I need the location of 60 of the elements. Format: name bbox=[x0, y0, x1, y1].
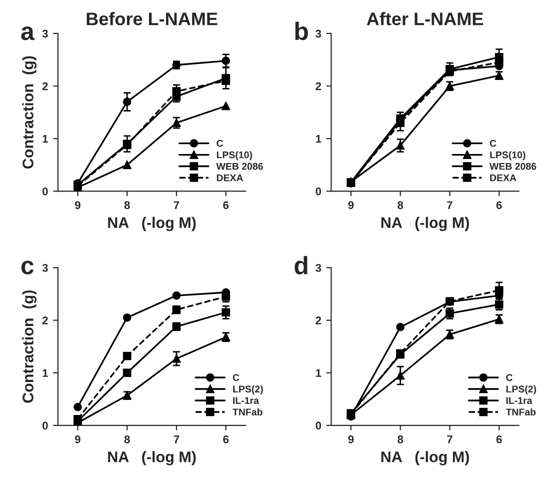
legend-label: C bbox=[232, 374, 240, 381]
x-tick-label: 8 bbox=[124, 201, 130, 210]
y-tick-label: 1 bbox=[316, 369, 322, 377]
x-tick-label: 9 bbox=[348, 201, 354, 210]
y-tick-label: 2 bbox=[42, 82, 48, 90]
x-axis-title: NA (-log M) bbox=[108, 216, 196, 232]
y-tick-label: 3 bbox=[316, 264, 322, 272]
x-tick-label: 7 bbox=[174, 436, 180, 444]
legend-label: DEXA bbox=[490, 174, 516, 182]
y-tick-label: 3 bbox=[42, 30, 48, 38]
y-axis-title: Contraction (g) bbox=[22, 290, 37, 403]
legend-label: LPS(10) bbox=[490, 151, 526, 160]
x-tick-label: 7 bbox=[447, 201, 452, 209]
y-tick-label: 0 bbox=[316, 422, 322, 430]
legend-label: DEXA bbox=[216, 174, 244, 182]
x-axis-title: NA (-log M) bbox=[381, 216, 469, 232]
y-tick-label: 3 bbox=[316, 30, 322, 38]
legend-label: C bbox=[506, 374, 513, 381]
legend-label: LPS(2) bbox=[233, 385, 263, 394]
x-tick-label: 8 bbox=[124, 435, 130, 444]
legend-label: TNFab bbox=[232, 408, 262, 416]
y-tick-label: 3 bbox=[42, 264, 48, 272]
y-tick-label: 2 bbox=[316, 82, 322, 90]
x-tick-label: 9 bbox=[75, 201, 80, 210]
legend-label: LPS(2) bbox=[506, 385, 536, 394]
y-tick-label: 0 bbox=[42, 187, 48, 196]
text: c bbox=[21, 260, 34, 274]
legend-label: TNFab bbox=[506, 408, 536, 416]
chart-title: After L-NAME bbox=[366, 12, 484, 26]
y-tick-label: 1 bbox=[316, 135, 322, 143]
legend-label: IL-1ra bbox=[506, 397, 532, 404]
x-axis-title: NA (-log M) bbox=[108, 451, 196, 466]
legend-label: LPS(10) bbox=[216, 151, 252, 160]
text: a bbox=[21, 26, 34, 40]
x-tick-label: 9 bbox=[348, 435, 354, 444]
x-tick-label: 9 bbox=[75, 435, 80, 444]
legend-label: IL-1ra bbox=[233, 397, 260, 404]
x-tick-label: 6 bbox=[223, 201, 229, 210]
x-tick-label: 7 bbox=[174, 201, 180, 209]
y-tick-label: 2 bbox=[316, 316, 322, 324]
legend-label: C bbox=[490, 140, 496, 147]
y-tick-label: 0 bbox=[42, 422, 48, 430]
legend-label: C bbox=[216, 140, 224, 147]
chart-title: Before L-NAME bbox=[86, 12, 218, 26]
text: d bbox=[294, 256, 308, 274]
x-axis-title: NA (-log M) bbox=[381, 451, 469, 466]
x-tick-label: 6 bbox=[496, 435, 502, 444]
x-tick-label: 6 bbox=[496, 201, 502, 210]
y-tick-label: 0 bbox=[316, 187, 322, 196]
legend-label: WEB 2086 bbox=[490, 162, 536, 170]
x-tick-label: 6 bbox=[223, 435, 229, 444]
y-tick-label: 1 bbox=[42, 369, 48, 377]
y-tick-label: 1 bbox=[42, 135, 48, 143]
x-tick-label: 8 bbox=[398, 435, 404, 444]
text: b bbox=[295, 22, 308, 40]
legend-label: WEB 2086 bbox=[216, 162, 263, 170]
x-tick-label: 8 bbox=[398, 201, 404, 210]
y-tick-label: 2 bbox=[42, 316, 48, 324]
y-axis-title: Contraction (g) bbox=[22, 56, 37, 169]
x-tick-label: 7 bbox=[447, 436, 452, 444]
